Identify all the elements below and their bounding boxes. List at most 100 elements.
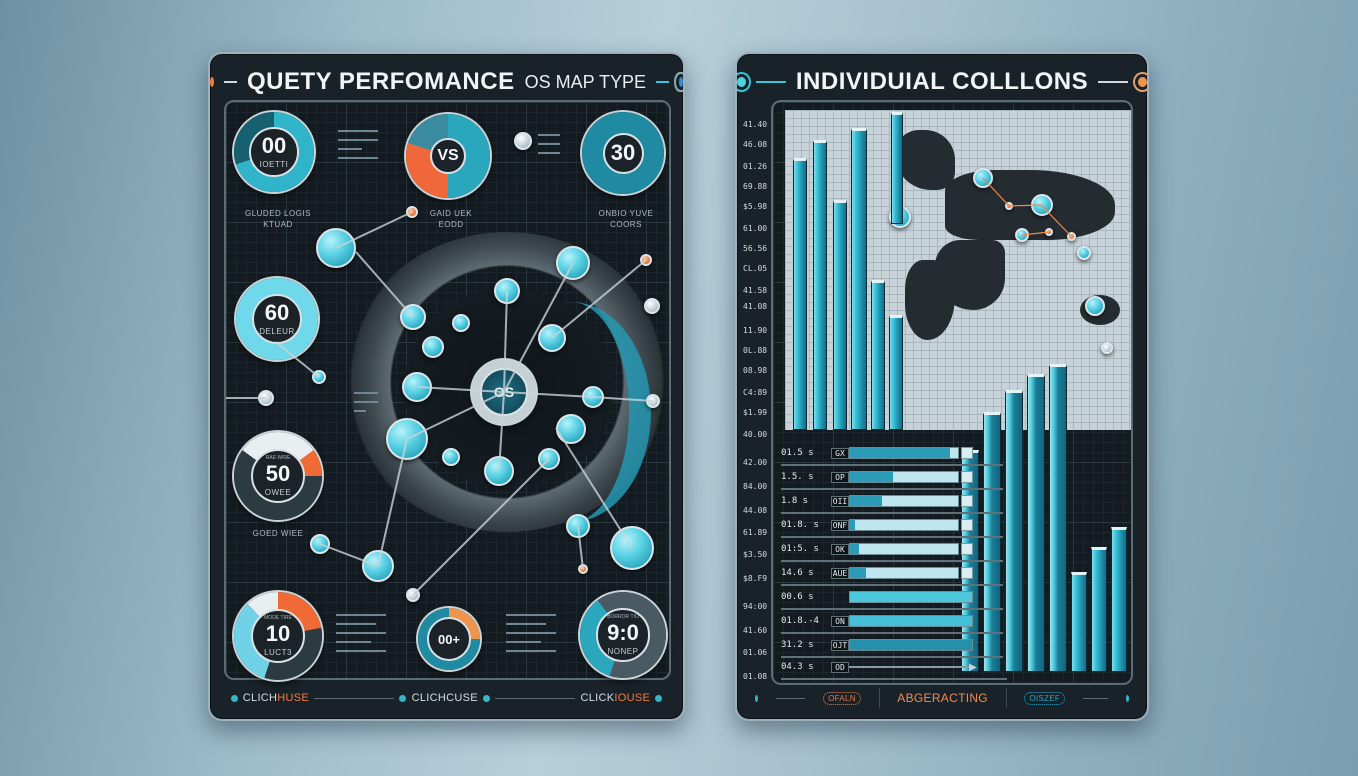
gauge-label: DELEUR [259, 326, 295, 336]
gauge-bottom-left[interactable]: MODE TIRE 10 LUCT3 [234, 592, 322, 680]
hbar-row[interactable]: 04.3 s OD ▶ [781, 658, 1007, 680]
hbar-code: OII [831, 495, 849, 507]
network-node[interactable] [644, 298, 660, 314]
network-node[interactable] [386, 418, 428, 460]
divider [1098, 81, 1129, 83]
chart-bar[interactable] [1091, 547, 1107, 672]
hbar-row[interactable]: 01.8.-4 ON [781, 612, 1003, 634]
hbar-row[interactable]: 14.6 s AUE [781, 564, 1003, 586]
network-node[interactable] [442, 448, 460, 466]
chart-bar[interactable] [813, 140, 827, 430]
y-tick-label: 56.56 [743, 244, 800, 253]
hbar-end-cap [961, 519, 973, 531]
gauge-value: 60 [264, 299, 290, 325]
world-map-background [785, 110, 1131, 430]
toggle-knob-icon[interactable] [679, 77, 683, 87]
left-panel-footer: CLICHHUSE CLICHCUSE CLICKIOUSE [210, 687, 683, 709]
hbar-row[interactable]: 01.5 s GX [781, 444, 1003, 466]
map-pin[interactable] [1101, 342, 1113, 354]
hbar-end-cap [961, 543, 973, 555]
gauge-top-right[interactable]: 30 [582, 112, 664, 194]
bullet-icon [1126, 694, 1130, 702]
network-node[interactable] [316, 228, 356, 268]
network-node[interactable] [422, 336, 444, 358]
slider-arrow-icon[interactable]: ▶ [969, 661, 977, 673]
chart-bar[interactable] [891, 112, 903, 224]
hbar-code: OD [831, 661, 849, 673]
chart-bar[interactable] [871, 280, 885, 430]
hbar-track [849, 495, 959, 507]
network-node[interactable] [538, 324, 566, 352]
hbar-track [849, 471, 959, 483]
gauge-vs[interactable]: VS [406, 114, 490, 198]
y-tick-label: CL.05 [743, 264, 800, 273]
footer-center-label[interactable]: ABGERACTING [897, 691, 988, 705]
map-pin[interactable] [1085, 296, 1105, 316]
hbar-row[interactable]: 1.8 s OII [781, 492, 1003, 514]
hbar-label: 01.8.-4 [781, 616, 819, 626]
map-pin[interactable] [1077, 246, 1091, 260]
gauge-caption: MODE TIRE [264, 614, 292, 621]
gauge-bottom-right[interactable]: BORROR TIO 9:0 NONEP [580, 592, 666, 678]
gauge-value: VS [437, 146, 459, 164]
chart-bar[interactable] [889, 315, 903, 430]
y-tick-label: $3.50 [743, 550, 800, 559]
y-tick-label: 84.00 [743, 482, 800, 491]
gauge-bottom-center[interactable]: 00+ [418, 608, 480, 670]
right-panel-footer: OFALN ABGERACTING OISZEF [737, 687, 1147, 709]
label-b: GAID UEK EODD [429, 209, 473, 229]
status-dot-icon[interactable] [1138, 77, 1147, 87]
legend-lines [336, 614, 386, 659]
legend-lines [338, 130, 378, 166]
hbar-row[interactable]: 1.5. s OP [781, 468, 1003, 490]
panel-subtitle: OS MAP TYPE [524, 71, 646, 92]
hbar-row[interactable]: 31.2 s OJT [781, 636, 1003, 658]
hbar-code: OJT [831, 639, 849, 651]
toggle-knob-icon[interactable] [737, 77, 746, 87]
network-node[interactable] [452, 314, 470, 332]
gauge-lower-left[interactable]: RAE WIRE 50 OWEE [234, 432, 322, 520]
bullet-icon [755, 694, 758, 702]
chart-bar[interactable] [851, 128, 867, 430]
panel-title: INDIVIDUIAL COLLLONS [795, 68, 1089, 95]
map-pin[interactable] [1067, 232, 1076, 241]
hbar-end-cap [961, 567, 973, 579]
panel-title: QUETY PERFOMANCE [247, 68, 515, 95]
gauge-mid-left[interactable]: 60 DELEUR [236, 278, 318, 360]
hbar-label: 31.2 s [781, 640, 814, 650]
footer-link-3[interactable]: CLICKIOUSE [580, 692, 651, 704]
slider-track[interactable] [849, 666, 969, 668]
chart-bar[interactable] [983, 412, 1001, 672]
y-tick-label: 41.08 [743, 302, 800, 311]
hbar-label: 01.8. s [781, 520, 819, 530]
gauge-top-left[interactable]: 00 IOETTI [234, 112, 314, 192]
gauge-label: IOETTI [259, 160, 289, 169]
footer-link-2[interactable]: CLICHCUSE [411, 692, 478, 704]
y-tick-label: 44.08 [743, 506, 800, 515]
label-c: ONBIO YUVE COORS [598, 209, 654, 229]
network-node[interactable] [556, 414, 586, 444]
legend-lines [538, 134, 560, 161]
hbar-row[interactable]: 00.6 s [781, 588, 1003, 610]
hbar-label: 14.6 s [781, 568, 814, 578]
hbar-row[interactable]: 01.8. s ONF [781, 516, 1003, 538]
badge-right[interactable]: OISZEF [1024, 691, 1066, 705]
hbar-code: OK [831, 543, 849, 555]
badge-left[interactable]: OFALN [823, 691, 861, 705]
hbar-label: 00.6 s [781, 592, 814, 602]
hbar-row[interactable]: 01:5. s OK [781, 540, 1003, 562]
hbar-track [849, 639, 973, 651]
chart-bar[interactable] [833, 200, 847, 430]
chart-bar[interactable] [793, 158, 807, 430]
chart-bar[interactable] [1049, 364, 1067, 672]
footer-link-1[interactable]: CLICHHUSE [242, 692, 310, 704]
chart-bar[interactable] [1027, 374, 1045, 672]
gauge-caption: RAE WIRE [265, 454, 291, 461]
divider [314, 697, 395, 699]
bullet-icon [483, 694, 491, 702]
chart-bar[interactable] [1005, 390, 1023, 672]
node-icon [514, 132, 532, 150]
y-tick-label: 46.08 [743, 140, 800, 149]
chart-bar[interactable] [1111, 527, 1127, 672]
chart-bar[interactable] [1071, 572, 1087, 672]
